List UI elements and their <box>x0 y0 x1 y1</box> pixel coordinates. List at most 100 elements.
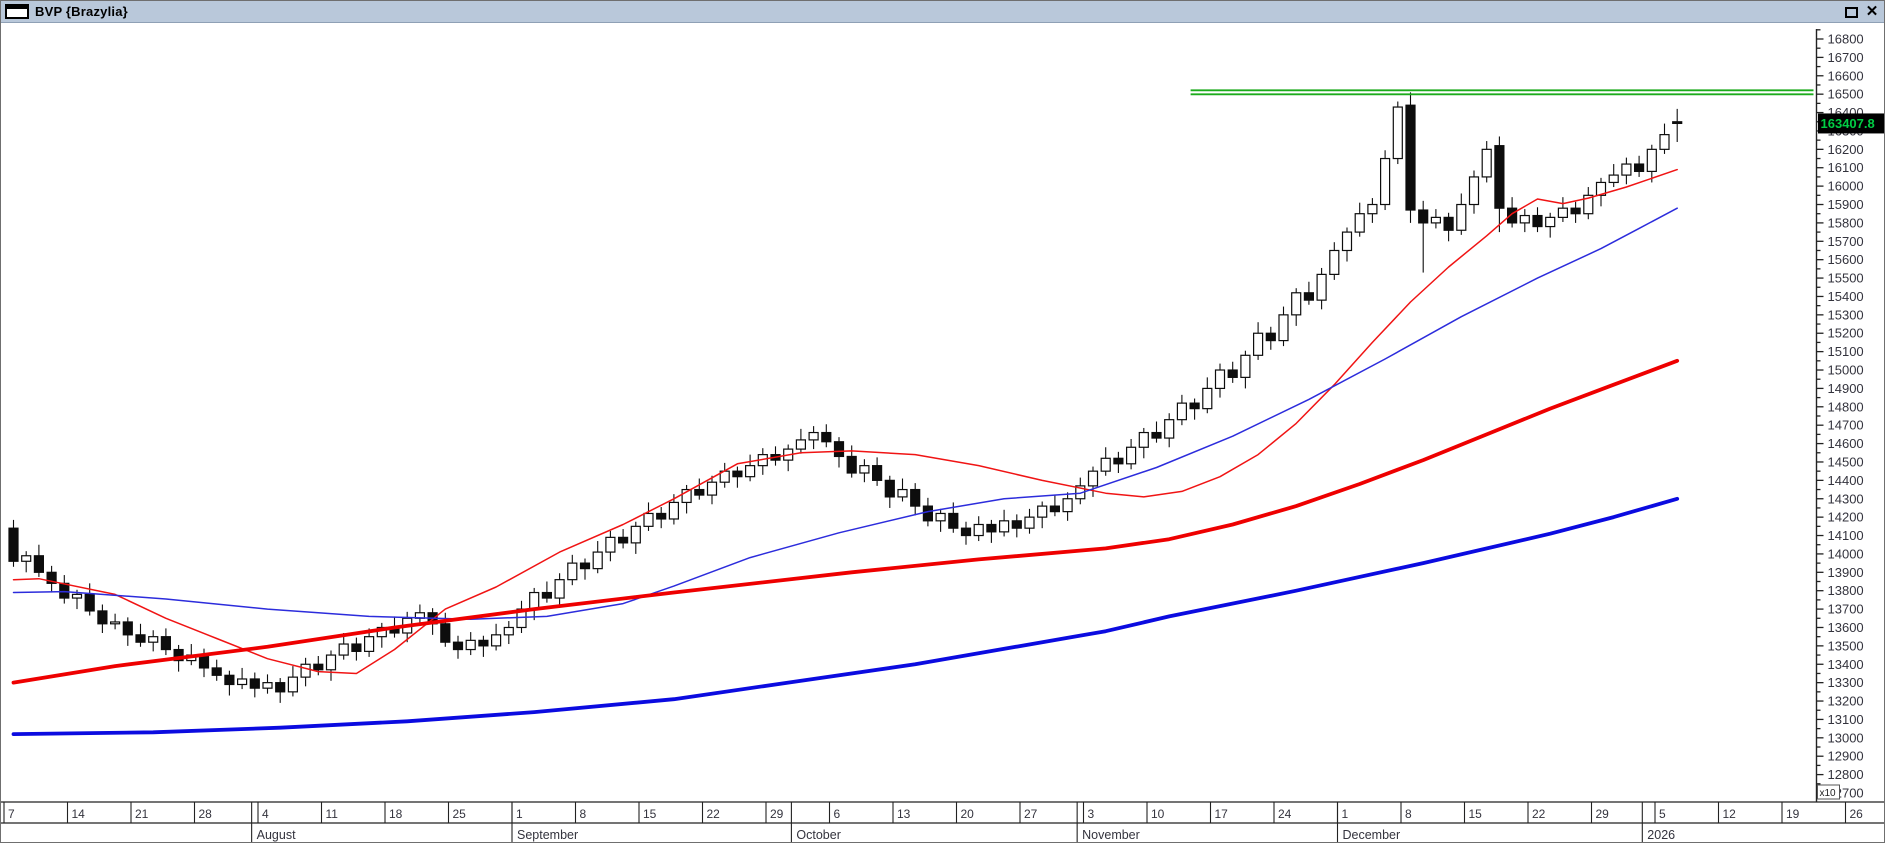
candle-down <box>910 488 921 507</box>
week-label: 1 <box>1342 807 1349 821</box>
week-label: 12 <box>1723 807 1737 821</box>
candle-up <box>1392 106 1403 160</box>
candle-down <box>884 479 895 498</box>
price-tick-label: 13200 <box>1828 694 1864 709</box>
last-price-badge-text: 163407.8 <box>1821 116 1875 131</box>
candle-up <box>1608 174 1619 184</box>
candle-up <box>1214 369 1226 390</box>
price-tick-label: 13900 <box>1828 565 1864 580</box>
candle-down <box>1265 332 1276 342</box>
candle-down <box>1227 369 1238 378</box>
candle-down <box>478 639 489 647</box>
candle-up <box>491 634 502 647</box>
candle-up <box>630 525 641 544</box>
candle-down <box>694 488 705 496</box>
candle-up <box>1164 419 1175 439</box>
price-tick-label: 14700 <box>1828 418 1864 433</box>
week-label: 29 <box>1596 807 1610 821</box>
price-tick-label: 16100 <box>1828 160 1864 175</box>
week-label: 24 <box>1278 807 1292 821</box>
price-tick-label: 14500 <box>1828 454 1864 469</box>
candle-down <box>1633 163 1645 173</box>
price-axis: 1270012800129001300013100132001330013400… <box>1815 29 1864 802</box>
price-tick-label: 15500 <box>1828 271 1864 286</box>
candle-up <box>1138 431 1149 448</box>
candle-down <box>922 505 934 522</box>
candle-up <box>503 626 514 636</box>
candle-down <box>1151 431 1162 439</box>
price-tick-label: 16200 <box>1828 142 1864 157</box>
candle-up <box>529 591 540 610</box>
price-tick-label: 13400 <box>1828 657 1864 672</box>
candle-up <box>998 520 1010 533</box>
candle-down <box>33 555 45 573</box>
candle-up <box>109 621 121 625</box>
candle-up <box>1621 163 1632 176</box>
candle-up <box>1037 505 1048 518</box>
candle-down <box>59 582 70 599</box>
resistance-line[interactable] <box>1190 89 1814 96</box>
candlestick-series <box>8 92 1683 703</box>
close-window-button[interactable]: ✕ <box>1865 3 1879 20</box>
last-price-badge-box <box>1818 113 1884 134</box>
week-label: 27 <box>1024 807 1038 821</box>
price-tick-label: 14100 <box>1828 528 1864 543</box>
week-label: 10 <box>1151 807 1165 821</box>
candle-up <box>706 481 718 496</box>
candle-up <box>643 512 654 527</box>
week-label: 4 <box>262 807 269 821</box>
price-tick-label: 13800 <box>1828 583 1864 598</box>
candle-up <box>668 501 680 520</box>
price-tick-label: 15900 <box>1828 197 1864 212</box>
candle-up <box>364 636 375 652</box>
week-label: 8 <box>580 807 587 821</box>
candle-up <box>71 593 83 599</box>
candle-down <box>97 610 108 625</box>
price-tick-label: 13300 <box>1828 675 1864 690</box>
candle-up <box>1519 214 1530 224</box>
price-tick-label: 16000 <box>1828 179 1864 194</box>
price-tick-label: 15000 <box>1828 363 1864 378</box>
candle-up <box>567 562 578 581</box>
candle-up <box>237 678 248 686</box>
price-tick-label: 15100 <box>1828 344 1864 359</box>
candle-down <box>821 431 832 443</box>
title-bar[interactable]: BVP {Brazylia} ✕ <box>1 1 1884 23</box>
price-tick-label: 14000 <box>1828 546 1864 561</box>
price-tick-label: 15200 <box>1828 326 1864 341</box>
week-label: 15 <box>643 807 657 821</box>
month-label: 2026 <box>1647 828 1675 842</box>
week-label: 6 <box>834 807 841 821</box>
candle-down <box>1405 104 1416 211</box>
candle-up <box>795 439 807 450</box>
week-label: 28 <box>199 807 213 821</box>
candle-down <box>732 470 743 478</box>
candle-up <box>300 663 311 678</box>
candle-down <box>541 591 553 599</box>
week-label: 11 <box>326 807 339 821</box>
candle-down <box>224 674 235 686</box>
ma-fast-red-line <box>12 168 1678 675</box>
candle-up <box>1595 181 1607 196</box>
candle-down <box>846 455 857 474</box>
candle-down <box>656 512 667 520</box>
candle-up <box>325 654 337 671</box>
candle-up <box>287 676 298 693</box>
ma-mid-blue-line <box>12 207 1678 620</box>
candle-down <box>1443 216 1454 231</box>
price-tick-label: 13500 <box>1828 638 1864 653</box>
week-label: 3 <box>1088 807 1095 821</box>
candle-down <box>1570 207 1581 215</box>
week-label: 17 <box>1215 807 1229 821</box>
restore-window-button[interactable] <box>1845 6 1858 18</box>
candle-down <box>8 527 19 562</box>
week-label: 21 <box>135 807 149 821</box>
week-label: 20 <box>961 807 975 821</box>
candle-down <box>440 623 451 643</box>
candle-down <box>1494 145 1505 209</box>
candle-down <box>871 465 883 481</box>
price-tick-label: 13100 <box>1828 712 1864 727</box>
candle-up <box>1481 148 1492 178</box>
